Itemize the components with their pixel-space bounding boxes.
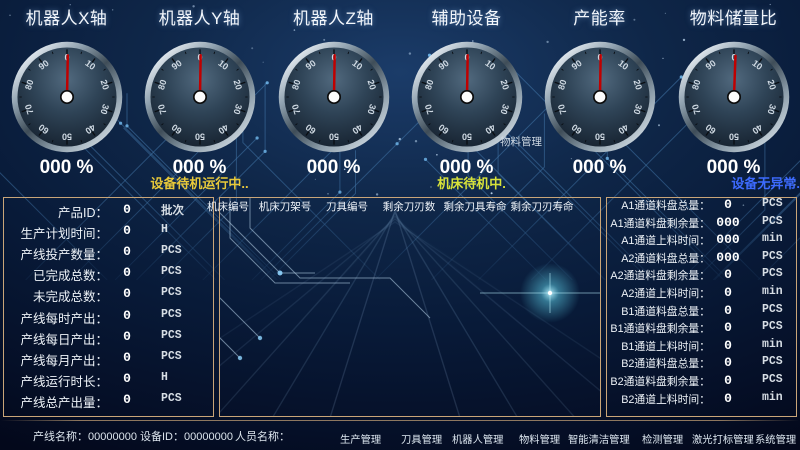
svg-text:50: 50 (594, 132, 604, 142)
svg-text:50: 50 (328, 132, 338, 142)
svg-text:50: 50 (461, 132, 471, 142)
svg-text:50: 50 (728, 132, 738, 142)
svg-text:50: 50 (61, 132, 71, 142)
svg-text:50: 50 (194, 132, 204, 142)
